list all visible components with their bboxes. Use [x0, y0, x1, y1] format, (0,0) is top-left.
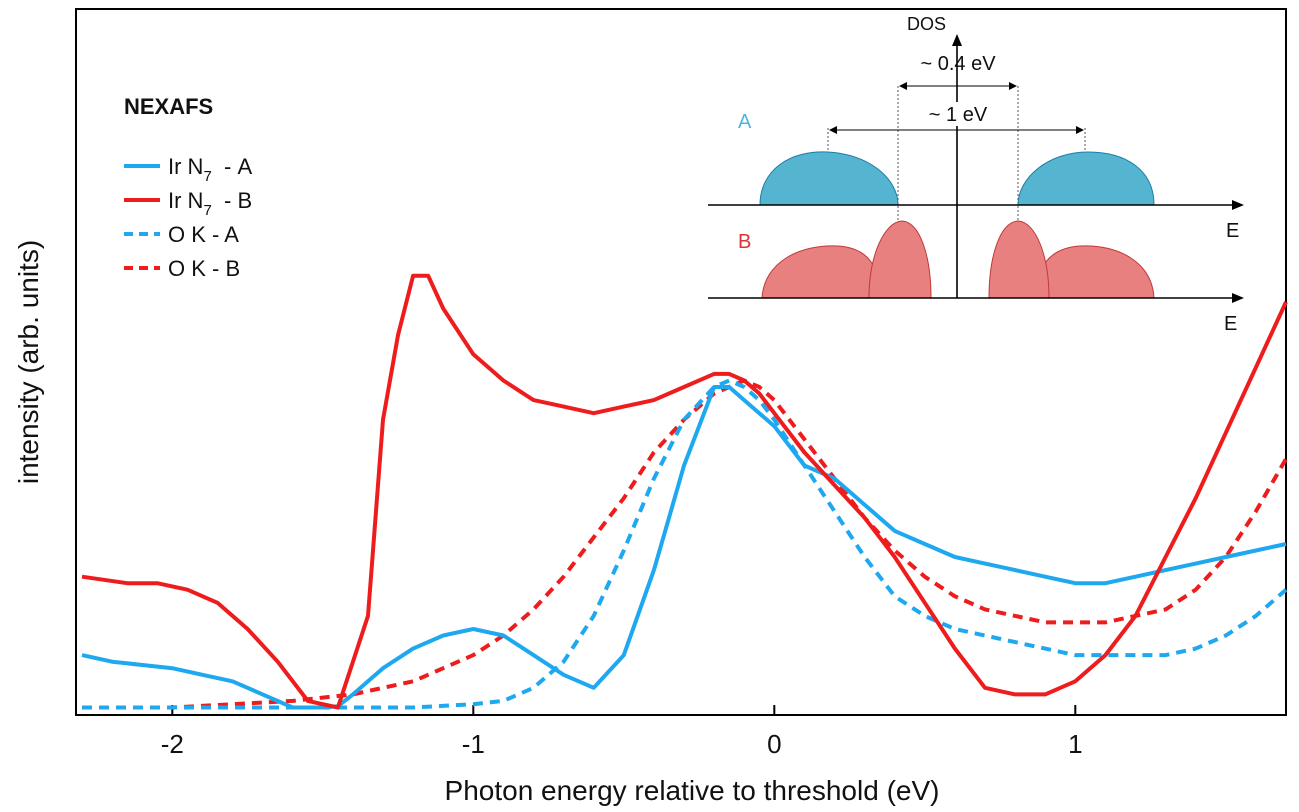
x-tick-label: 0 [767, 729, 781, 759]
x-axis-ticks: -2 -1 0 1 [161, 705, 1083, 759]
legend: NEXAFS Ir N7 - AIr N7 - B O K - A O K - B [124, 94, 252, 281]
dos-inset: DOS ~ 0.4 eV ~ 1 eV A E B E [708, 14, 1244, 335]
series-layer [81, 273, 1288, 710]
gap-small-arrowhead-right [1009, 82, 1017, 90]
x-tick-label: -1 [462, 729, 485, 759]
band-b-right-broad [1035, 245, 1155, 299]
band-a-right [1017, 151, 1155, 206]
band-b-right-peak [988, 220, 1050, 299]
series-line-ir-n7-a [81, 385, 1287, 710]
energy-label-b: E [1224, 313, 1237, 335]
energy-label-a: E [1226, 220, 1239, 242]
legend-title: NEXAFS [124, 94, 213, 119]
gap-large-arrowhead-left [829, 126, 837, 134]
row-b-label: B [738, 231, 751, 253]
band-b-left-peak [868, 220, 932, 299]
x-axis-title: Photon energy relative to threshold (eV) [445, 775, 940, 806]
band-a-left [759, 151, 899, 206]
series-line-o-k-a [82, 378, 1288, 710]
legend-label: O K - A [168, 222, 239, 247]
gap-small-arrowhead-left [899, 82, 907, 90]
legend-label: Ir N7 - B [168, 188, 252, 219]
dos-label: DOS [907, 14, 946, 34]
legend-label: Ir N7 - A [168, 154, 252, 185]
energy-axis-a-arrowhead [1232, 200, 1244, 210]
plot-frame [75, 8, 1287, 716]
x-tick-label: 1 [1068, 729, 1082, 759]
y-axis-title: intensity (arb. units) [13, 240, 44, 484]
gap-large-label-bg [914, 102, 1000, 126]
band-b-left-broad [761, 245, 881, 299]
legend-entries: Ir N7 - AIr N7 - B O K - A O K - B [124, 154, 252, 281]
x-tick-label: -2 [161, 729, 184, 759]
dos-axis-arrowhead [952, 34, 962, 46]
gap-large-label: ~ 1 eV [929, 104, 988, 126]
series-line-ir-n7-b [81, 273, 1288, 710]
row-a-label: A [738, 111, 752, 133]
gap-small-label: ~ 0.4 eV [920, 53, 996, 75]
series-line-o-k-b [82, 378, 1288, 710]
gap-large-arrowhead-right [1076, 126, 1084, 134]
energy-axis-b-arrowhead [1232, 293, 1244, 303]
legend-label: O K - B [168, 256, 240, 281]
